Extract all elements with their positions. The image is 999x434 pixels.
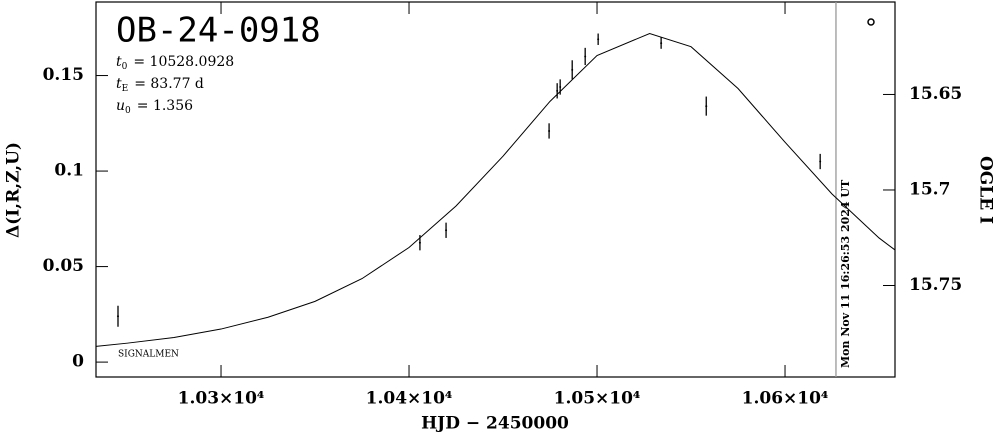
parameter-subscript: E: [122, 84, 129, 94]
y-tick-label: 0.1: [54, 161, 84, 181]
symbol: [867, 18, 875, 26]
data-point: [418, 241, 421, 244]
parameter-symbol: t: [116, 54, 122, 70]
parameter-symbol: t: [116, 76, 122, 92]
chart-title: OB-24-0918: [116, 11, 321, 51]
x-tick-label: 1.06×10⁴: [742, 389, 829, 409]
x-tick-label: 1.04×10⁴: [366, 389, 453, 409]
y2-tick-label: 15.65: [909, 84, 962, 104]
parameter: u0 = 1.356: [116, 98, 193, 116]
parameter-subscript: 0: [122, 62, 128, 72]
parameter-value: = 1.356: [137, 98, 193, 114]
parameter-subscript: 0: [125, 106, 131, 116]
y-tick-label: 0.05: [43, 256, 84, 276]
note: SIGNALMEN: [118, 350, 179, 360]
parameter-value: = 10528.0928: [133, 54, 234, 70]
y2-tick-label: 15.75: [909, 275, 962, 295]
model-curve: [95, 32, 896, 347]
data-point: [445, 229, 448, 232]
date-label: Mon Nov 11 16:26:53 2024 UT: [839, 179, 852, 368]
data-point: [660, 42, 663, 45]
y-tick-label: 0.15: [43, 65, 84, 85]
y2-axis-label: OGLE I: [976, 156, 996, 224]
data-point: [705, 105, 708, 108]
data-point: [559, 86, 562, 89]
x-tick-label: 1.05×10⁴: [554, 389, 641, 409]
x-axis-label: HJD − 2450000: [421, 414, 569, 434]
y-tick-label: 0: [72, 352, 84, 372]
data-point: [819, 160, 822, 163]
parameter: t0 = 10528.0928: [116, 54, 234, 72]
data-point: [584, 55, 587, 58]
y-axis-label: Δ(I,R,Z,U): [4, 142, 24, 238]
data-point: [548, 129, 551, 132]
y2-tick-label: 15.7: [909, 179, 950, 199]
data-point: [571, 68, 574, 71]
data-point: [597, 38, 600, 41]
data-point: [116, 315, 119, 318]
parameter-value: = 83.77 d: [134, 76, 204, 92]
parameter: tE = 83.77 d: [116, 76, 204, 94]
x-tick-label: 1.03×10⁴: [178, 389, 265, 409]
data-point: [556, 89, 559, 92]
parameter-symbol: u: [116, 98, 125, 114]
